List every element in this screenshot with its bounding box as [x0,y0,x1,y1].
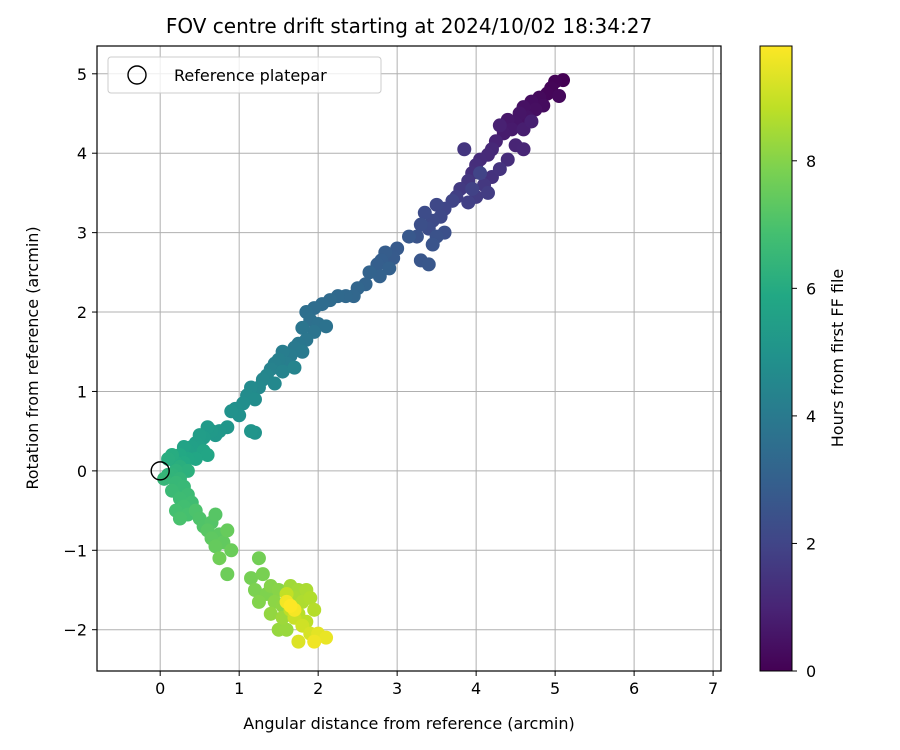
y-tick-label: 3 [77,224,87,243]
data-point [275,364,290,379]
data-point [287,360,302,375]
data-point [382,261,397,276]
data-point [291,634,306,649]
data-point [212,551,227,566]
data-point [279,622,294,637]
legend: Reference platepar [107,56,382,94]
data-point [263,606,278,621]
colorbar-gradient [759,45,793,672]
y-axis-label: Rotation from reference (arcmin) [23,226,42,489]
data-point [319,319,334,334]
chart-title: FOV centre drift starting at 2024/10/02 … [166,14,652,38]
legend-entry: Reference platepar [174,66,327,85]
data-point [208,539,223,554]
colorbar-ticks: 0 2 4 6 8 [792,152,816,681]
data-point [172,511,187,526]
data-point [244,571,259,586]
data-point [461,195,476,210]
data-point [425,237,440,252]
data-point [492,162,507,177]
reference-point-circle [150,461,170,481]
data-point [208,507,223,522]
colorbar: 0 2 4 6 8 Hours from first FF file [759,45,847,681]
x-tick-label: 5 [550,679,560,698]
legend-marker-icon [127,65,147,85]
x-tick-label: 7 [708,679,718,698]
data-point [516,142,531,157]
data-point [500,152,515,167]
data-point [524,114,539,129]
y-tick-label: −2 [63,621,87,640]
colorbar-tick-label: 0 [806,662,816,681]
data-point [552,89,567,104]
data-point [224,543,239,558]
data-point [417,205,432,220]
data-point [457,142,472,157]
data-point [244,424,259,439]
scatter-points [157,73,571,649]
data-point [465,181,480,196]
colorbar-label: Hours from first FF file [828,269,847,448]
colorbar-tick-label: 4 [806,407,816,426]
data-point [421,257,436,272]
x-tick-label: 6 [629,679,639,698]
data-point [295,320,310,335]
data-point [247,582,262,597]
y-tick-label: 2 [77,303,87,322]
x-axis-label: Angular distance from reference (arcmin) [243,714,574,733]
data-point [492,118,507,133]
data-point [224,404,239,419]
y-tick-label: −1 [63,541,87,560]
x-tick-label: 1 [234,679,244,698]
reference-marker [150,461,170,481]
grid-lines [97,46,721,671]
data-point [267,376,282,391]
colorbar-tick-label: 2 [806,534,816,553]
data-point [362,265,377,280]
y-tick-label: 0 [77,462,87,481]
data-point [319,630,334,645]
data-point [402,229,416,244]
data-point [251,594,266,609]
y-axis-ticks: −2 −1 0 1 2 3 4 5 [63,65,97,640]
x-tick-label: 3 [392,679,402,698]
data-point [247,392,262,407]
data-point [473,166,488,181]
data-point [413,217,428,232]
data-point [220,567,235,582]
data-point [251,551,266,566]
data-point [303,590,318,605]
x-tick-label: 4 [471,679,481,698]
data-point [200,447,215,462]
y-tick-label: 5 [77,65,87,84]
y-tick-label: 4 [77,144,87,163]
data-point [307,634,322,649]
y-tick-label: 1 [77,382,87,401]
colorbar-tick-label: 6 [806,279,816,298]
data-point [255,567,270,582]
x-tick-label: 0 [155,679,165,698]
data-point [429,197,444,212]
data-point [295,344,310,359]
plot-frame [96,45,722,672]
x-axis-ticks: 0 1 2 3 4 5 6 7 [155,671,718,698]
data-point [307,602,322,617]
colorbar-tick-label: 8 [806,152,816,171]
data-point [480,185,495,200]
data-point [220,523,235,538]
data-point [161,451,176,466]
data-point [283,598,298,613]
legend-box [107,56,382,94]
x-tick-label: 2 [313,679,323,698]
